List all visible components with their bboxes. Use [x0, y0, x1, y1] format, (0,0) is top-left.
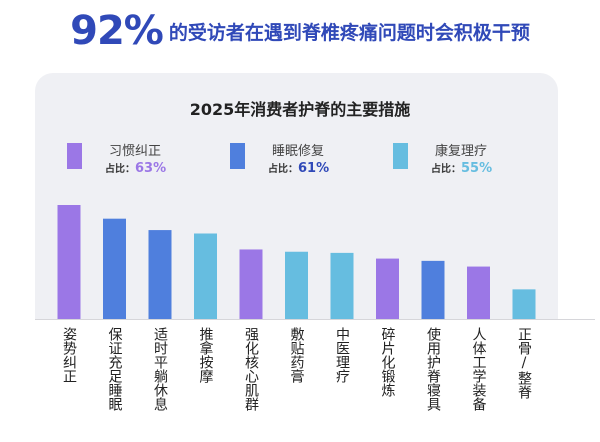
legend-share: 63% — [135, 161, 167, 176]
legend-share-label: 占比： — [268, 164, 298, 175]
legend-name: 康复理疗 — [435, 144, 488, 159]
x-tick-label: 强化核心肌群 — [243, 327, 259, 411]
x-tick-label: 正骨/整脊 — [516, 327, 532, 399]
legend-share: 61% — [298, 161, 330, 176]
legend-name: 睡眠修复 — [272, 144, 325, 159]
headline-text: 的受访者在遇到脊椎疼痛问题时会积极干预 — [168, 21, 530, 44]
bar-0 — [57, 205, 81, 319]
legend-share-label: 占比： — [105, 164, 135, 175]
legend-swatch — [67, 143, 82, 169]
bar-10 — [512, 289, 536, 319]
legend-share: 55% — [461, 161, 493, 176]
bar-1 — [103, 218, 126, 319]
x-tick-label: 敷贴药膏 — [288, 327, 305, 383]
x-tick-label: 推拿按摩 — [197, 327, 214, 383]
bar-6 — [330, 252, 354, 319]
legend-share-label: 占比： — [431, 164, 461, 175]
headline-percent: 92% — [70, 8, 164, 54]
bar-2 — [148, 230, 172, 319]
x-tick-label: 适时平躺休息 — [152, 327, 168, 411]
legend-name: 习惯纠正 — [109, 144, 162, 159]
chart-title: 2025年消费者护脊的主要措施 — [189, 100, 411, 119]
x-tick-label: 人体工学装备 — [470, 327, 487, 411]
bar-8 — [421, 260, 445, 319]
x-tick-label: 姿势纠正 — [61, 327, 77, 383]
x-tick-label: 碎片化锻炼 — [379, 327, 396, 397]
bar-3 — [194, 233, 217, 319]
x-tick-label: 使用护脊寝具 — [425, 327, 441, 411]
bar-9 — [467, 266, 490, 319]
bar-7 — [376, 258, 399, 319]
bar-5 — [285, 251, 308, 319]
legend-swatch — [230, 143, 245, 169]
legend-swatch — [393, 143, 408, 169]
headline: 92% 的受访者在遇到脊椎疼痛问题时会积极干预 — [0, 8, 600, 54]
x-axis-baseline — [35, 319, 595, 320]
bar-4 — [239, 249, 263, 319]
x-tick-label: 保证充足睡眠 — [106, 327, 123, 411]
x-tick-label: 中医理疗 — [334, 327, 350, 383]
